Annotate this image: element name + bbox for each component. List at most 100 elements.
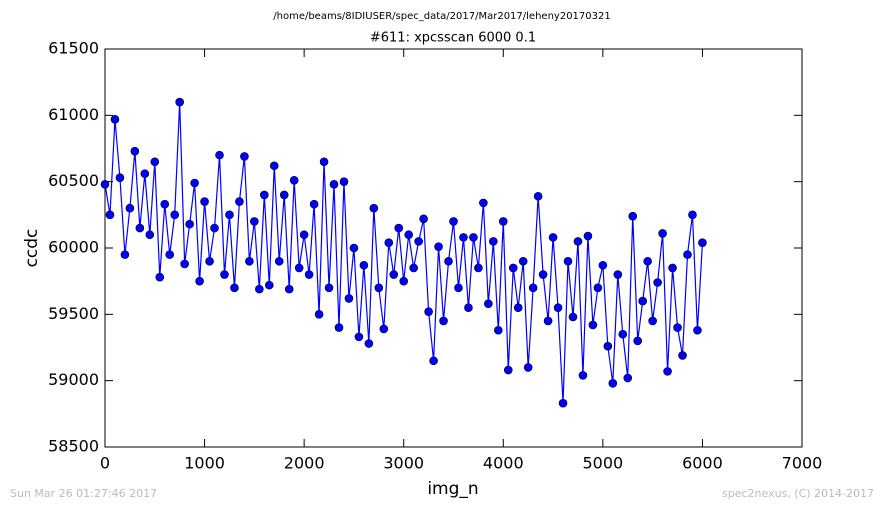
data-point (369, 203, 379, 213)
data-point (269, 161, 279, 171)
data-point (494, 325, 503, 335)
data-point (185, 219, 194, 229)
data-point (548, 233, 558, 242)
data-point (349, 243, 359, 253)
data-point (528, 283, 538, 293)
plot-frame (104, 48, 803, 448)
data-point (190, 178, 199, 188)
x-tick-label: 1000 (184, 454, 225, 473)
x-tick-label: 4000 (483, 454, 524, 473)
data-point (489, 237, 498, 246)
data-point (235, 197, 244, 206)
data-point (623, 373, 633, 383)
data-point (518, 256, 528, 266)
data-point (439, 316, 448, 326)
data-point (279, 190, 289, 200)
data-point (454, 283, 463, 293)
data-point (469, 233, 478, 242)
data-point (643, 256, 652, 266)
data-point (324, 283, 334, 293)
data-point (329, 180, 339, 189)
data-point (663, 367, 672, 376)
data-point (553, 303, 563, 313)
data-point (374, 283, 384, 293)
data-point (673, 323, 682, 332)
x-tick-label: 6000 (682, 454, 723, 473)
data-point (593, 283, 603, 293)
data-point (230, 283, 239, 293)
data-point (309, 199, 319, 209)
data-point (379, 324, 389, 334)
data-point (225, 210, 234, 220)
x-tick-label: 7000 (782, 454, 823, 473)
data-point (175, 97, 184, 107)
data-point (260, 190, 269, 200)
data-point (533, 191, 543, 201)
data-point (165, 250, 175, 259)
x-axis-label: img_n (427, 479, 478, 499)
y-tick-label: 61500 (48, 39, 99, 58)
data-point (215, 150, 224, 160)
data-point (145, 230, 155, 240)
data-point (523, 363, 533, 372)
data-point (648, 316, 657, 326)
suptitle: /home/beams/8IDIUSER/spec_data/2017/Mar2… (273, 11, 610, 22)
data-point (513, 303, 523, 313)
y-tick-label: 59500 (48, 304, 99, 323)
data-point (608, 379, 618, 388)
data-point (578, 371, 588, 380)
data-point (180, 259, 189, 269)
data-point (683, 250, 692, 259)
data-point (289, 176, 299, 185)
y-axis-label: ccdc (22, 229, 42, 268)
data-point (274, 256, 284, 266)
data-point (628, 211, 638, 221)
x-tick-label: 2000 (284, 454, 325, 473)
data-line (104, 102, 704, 404)
data-point (424, 307, 433, 316)
y-tick-label: 58500 (48, 437, 99, 456)
chart-title: #611: xpcsscan 6000 0.1 (370, 31, 536, 46)
data-point (384, 238, 394, 247)
data-point (195, 276, 204, 286)
footer-right: spec2nexus, (C) 2014-2017 (722, 487, 874, 500)
data-point (693, 325, 702, 335)
data-point (573, 237, 583, 246)
data-point (414, 237, 423, 246)
data-point (150, 157, 160, 167)
data-point (304, 270, 314, 279)
data-point (668, 263, 677, 273)
data-point (344, 294, 354, 303)
data-point (678, 351, 687, 360)
data-point (618, 329, 628, 339)
data-point (135, 223, 145, 233)
footer-left: Sun Mar 26 01:27:46 2017 (10, 487, 157, 500)
data-point (220, 270, 229, 279)
data-point (240, 152, 249, 161)
data-point (409, 263, 418, 273)
data-point (474, 263, 483, 273)
y-tick-label: 61000 (48, 105, 99, 124)
x-tick-label: 0 (100, 454, 110, 473)
data-point (205, 256, 214, 266)
data-point (638, 296, 647, 306)
data-point (294, 263, 304, 273)
x-tick-label: 3000 (383, 454, 424, 473)
data-point (568, 312, 578, 322)
data-point (319, 157, 329, 167)
data-point (613, 270, 623, 279)
data-point (503, 365, 513, 375)
data-point (429, 356, 438, 366)
data-point (658, 229, 667, 238)
data-point (394, 223, 404, 233)
y-tick-label: 60000 (48, 238, 99, 257)
data-point (354, 332, 364, 342)
x-tick-label: 5000 (582, 454, 623, 473)
data-point (170, 210, 179, 220)
data-point (160, 199, 170, 209)
data-point (264, 280, 274, 290)
data-point (210, 223, 219, 233)
data-point (200, 197, 209, 206)
data-point (110, 115, 120, 124)
